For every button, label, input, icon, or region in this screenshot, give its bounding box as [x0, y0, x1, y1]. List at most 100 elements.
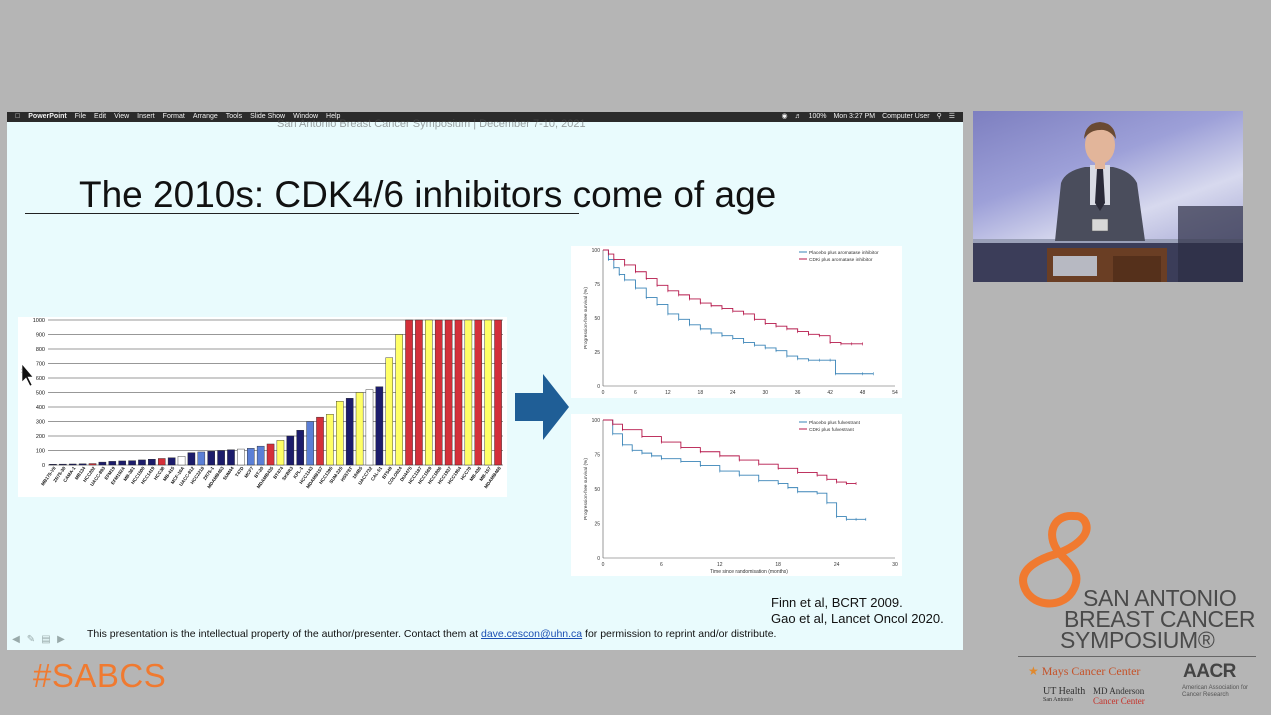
x-axis-label: Time since randomisation (months) — [710, 569, 788, 575]
list-icon[interactable]: ☰ — [948, 113, 955, 120]
km-series-line — [603, 249, 874, 375]
bar — [415, 319, 423, 466]
x-tick-label: 12 — [665, 390, 671, 396]
bar — [247, 448, 255, 466]
bar — [425, 319, 433, 466]
bar — [444, 319, 453, 466]
bar — [365, 389, 374, 466]
bar — [167, 457, 176, 466]
x-tick-label: 0 — [602, 390, 605, 396]
app-menu[interactable]: PowerPoint — [23, 113, 67, 120]
x-tick-label: 24 — [834, 562, 840, 568]
menu-file[interactable]: File — [69, 113, 86, 120]
menu-format[interactable]: Format — [157, 113, 185, 120]
y-tick-label: 300 — [36, 420, 45, 426]
bar — [177, 456, 186, 466]
user-name[interactable]: Computer User — [882, 113, 930, 120]
y-tick-label: 0 — [42, 463, 45, 469]
slide-header-behind: San Antonio Breast Cancer Symposium | De… — [277, 118, 586, 130]
menu-tools[interactable]: Tools — [220, 113, 242, 120]
menu-edit[interactable]: Edit — [88, 113, 106, 120]
battery-label[interactable]: 100% — [808, 113, 827, 120]
sabcs-name-line3: SYMPOSIUM® — [1060, 627, 1215, 653]
bar — [118, 460, 126, 466]
uthealth-logo: UT Health San Antonio — [1043, 686, 1085, 703]
pen-icon[interactable]: ✎ — [26, 634, 36, 645]
y-tick-label: 600 — [36, 376, 45, 382]
menu-view[interactable]: View — [108, 113, 129, 120]
x-tick-label: 6 — [634, 390, 637, 396]
y-tick-label: 75 — [594, 282, 600, 288]
aacr-subtitle: American Association for Cancer Research — [1182, 685, 1249, 698]
x-tick-label: 30 — [762, 390, 768, 396]
km-curve-aromatase: 0 25 50 75 100 0 6 12 18 24 30 36 42 48 54 Progression-… — [571, 246, 902, 398]
bar — [336, 400, 344, 466]
bar — [98, 461, 107, 466]
mdanderson-label: MD Anderson — [1093, 686, 1145, 696]
uthealth-label: UT Health — [1043, 686, 1086, 697]
x-tick-label: 6 — [660, 562, 663, 568]
bar — [326, 414, 334, 466]
menu-arrange[interactable]: Arrange — [187, 113, 218, 120]
y-axis-label: Progression-free survival (%) — [583, 287, 589, 349]
bar — [217, 450, 225, 466]
mouse-cursor-icon — [21, 363, 34, 387]
km-curve-fulvestrant: 0 25 50 75 100 0 6 12 18 24 30 Progression-free sur… — [571, 414, 902, 576]
bar — [78, 463, 87, 466]
mays-label: Mays Cancer Center — [1041, 664, 1141, 678]
bar — [395, 334, 403, 466]
legend-label: CDKi plus fulvestrant — [809, 427, 854, 433]
x-tick-label: SUM44 — [222, 465, 235, 481]
bar — [148, 458, 156, 466]
menu-icon[interactable]: ▤ — [41, 634, 51, 645]
y-tick-label: 75 — [594, 453, 600, 459]
uthealth-sub: San Antonio — [1043, 697, 1073, 703]
x-tick-label: 54 — [892, 390, 898, 396]
slide-nav-controls: ◀ ✎ ▤ ▶ — [10, 635, 67, 645]
y-axis-label: Progression-free survival (%) — [583, 458, 589, 520]
bar — [484, 319, 492, 466]
bar — [345, 398, 354, 466]
prev-slide-icon[interactable]: ◀ — [12, 634, 20, 645]
x-tick-label: 12 — [717, 562, 723, 568]
volume-icon[interactable]: ♬ — [794, 113, 802, 120]
bar — [187, 452, 196, 466]
menu-slide-show[interactable]: Slide Show — [244, 113, 285, 120]
y-tick-label: 100 — [592, 248, 601, 254]
bar — [49, 464, 57, 466]
mdanderson-logo: MD Anderson Cancer Center — [1093, 686, 1145, 706]
y-tick-label: 0 — [597, 556, 600, 562]
contact-email-link[interactable]: dave.cescon@uhn.ca — [480, 628, 583, 640]
menu-window[interactable]: Window — [287, 113, 318, 120]
bar — [197, 451, 206, 466]
apple-icon[interactable]:  — [15, 112, 20, 122]
bar — [316, 416, 324, 466]
x-tick-label: 24 — [730, 390, 736, 396]
next-slide-icon[interactable]: ▶ — [57, 634, 65, 645]
speaker-video — [973, 111, 1243, 282]
bar — [464, 319, 473, 466]
bar — [296, 429, 304, 466]
bar — [474, 319, 483, 466]
mays-star-icon: ★ — [1028, 664, 1039, 678]
x-tick-label: T47D — [234, 465, 245, 478]
y-tick-label: 800 — [36, 347, 45, 353]
clock[interactable]: Mon 3:27 PM — [833, 113, 876, 120]
x-tick-label: MCF7 — [243, 465, 255, 478]
x-tick-label: 30 — [892, 562, 898, 568]
bar — [355, 392, 364, 466]
bar — [59, 463, 67, 466]
reference-finn: Finn et al, BCRT 2009. — [771, 595, 903, 610]
mac-menu-bar:  PowerPoint File Edit View Insert Forma… — [7, 112, 963, 122]
bar — [157, 458, 166, 466]
slide-title: The 2010s: CDK4/6 inhibitors come of age — [79, 174, 777, 215]
bar — [207, 451, 215, 466]
bar — [405, 319, 413, 466]
bar — [306, 421, 314, 466]
y-tick-label: 900 — [36, 333, 45, 339]
menu-help[interactable]: Help — [320, 113, 340, 120]
bar — [385, 357, 394, 466]
search-icon[interactable]: ⚲ — [936, 113, 942, 120]
menu-insert[interactable]: Insert — [131, 113, 155, 120]
wifi-icon[interactable]: ◉ — [781, 113, 788, 120]
